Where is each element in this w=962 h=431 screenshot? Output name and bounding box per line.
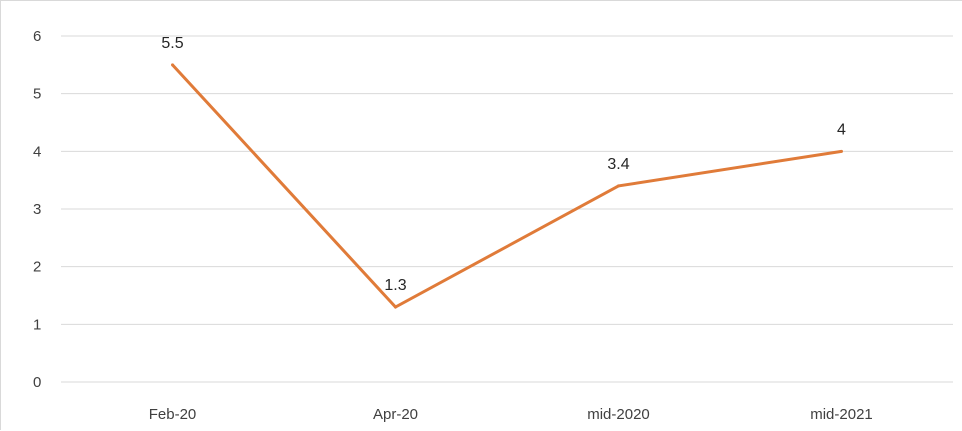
x-tick-label: mid-2020 <box>587 406 650 423</box>
data-label: 4 <box>837 121 846 138</box>
data-label: 5.5 <box>161 35 183 52</box>
series-line <box>171 63 842 309</box>
gridlines <box>61 35 953 383</box>
y-tick-label: 4 <box>33 143 41 160</box>
data-point <box>171 63 174 67</box>
data-point <box>840 149 843 153</box>
y-tick-label: 0 <box>33 374 41 391</box>
data-point <box>394 305 397 309</box>
data-label: 1.3 <box>384 277 406 294</box>
y-tick-label: 6 <box>33 28 41 45</box>
data-label: 3.4 <box>607 156 629 173</box>
y-tick-label: 1 <box>33 316 41 333</box>
x-tick-label: Apr-20 <box>373 406 418 423</box>
data-point <box>617 184 620 188</box>
x-axis-ticks: Feb-20 Apr-20 mid-2020 mid-2021 <box>149 406 873 423</box>
x-tick-label: Feb-20 <box>149 406 197 423</box>
data-labels: 5.5 1.3 3.4 4 <box>161 35 846 294</box>
x-tick-label: mid-2021 <box>810 406 873 423</box>
y-tick-label: 3 <box>33 201 41 218</box>
y-tick-label: 5 <box>33 86 41 103</box>
y-axis-ticks: 0 1 2 3 4 5 6 <box>33 28 41 391</box>
series-line-group <box>171 63 843 309</box>
y-tick-label: 2 <box>33 259 41 276</box>
